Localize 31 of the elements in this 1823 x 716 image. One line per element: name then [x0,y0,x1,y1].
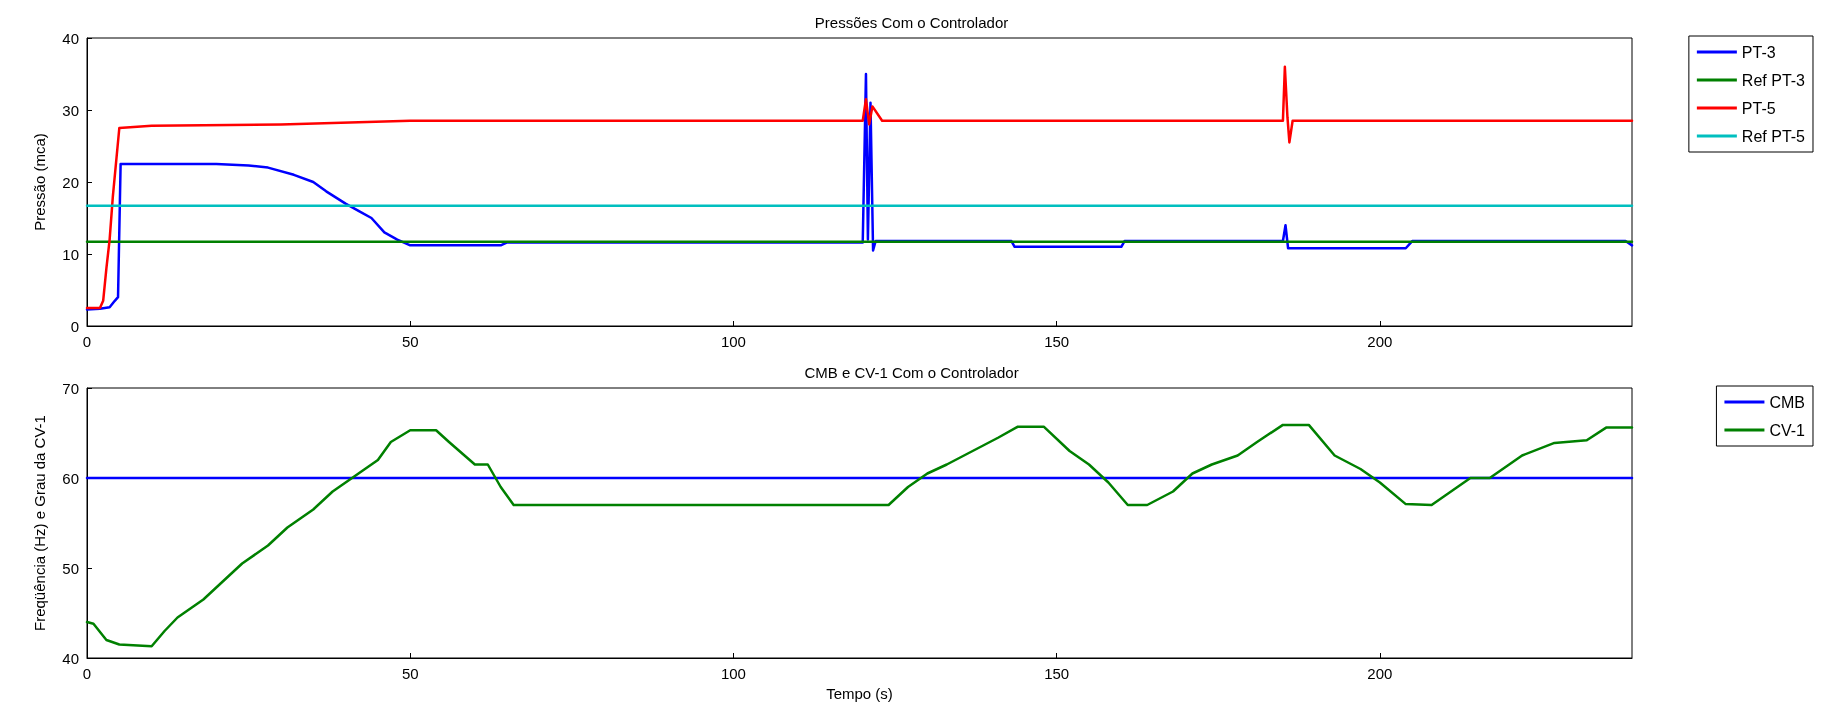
x-tick-label: 200 [1367,333,1393,350]
x-tick-label: 200 [1367,665,1393,682]
x-tick-label: 0 [82,665,92,682]
chart-title: CMB e CV-1 Com o Controlador [804,364,1019,381]
y-axis-title: Freqüência (Hz) e Grau da CV-1 [31,415,48,631]
x-tick-label: 100 [720,665,746,682]
y-tick-label: 0 [70,317,79,335]
y-tick-label: 40 [62,649,79,667]
x-tick-label: 50 [401,333,419,350]
y-tick-label: 70 [62,379,79,397]
x-axis-title: Tempo (s) [826,685,893,702]
y-tick-label: 20 [62,173,79,191]
y-tick-label: 50 [62,559,79,577]
y-tick-label: 60 [62,469,79,487]
x-tick-label: 100 [720,333,746,350]
y-tick-label: 10 [62,245,79,263]
legend-label: PT-5 [1741,99,1776,117]
legend-label: PT-3 [1741,43,1776,61]
line-series [85,423,1634,648]
x-tick-label: 150 [1044,333,1070,350]
legend-label: CMB [1769,393,1805,411]
chart-title: Pressões Com o Controlador [814,14,1009,31]
y-tick-label: 40 [62,29,79,47]
y-tick-label: 30 [62,101,79,119]
legend-label: Ref PT-3 [1741,71,1806,89]
legend-label: CV-1 [1769,421,1806,439]
x-tick-label: 150 [1044,665,1070,682]
x-tick-label: 50 [401,665,419,682]
y-axis-title: Pressão (mca) [31,133,48,231]
x-tick-label: 0 [82,333,92,350]
legend-label: Ref PT-5 [1741,127,1806,145]
